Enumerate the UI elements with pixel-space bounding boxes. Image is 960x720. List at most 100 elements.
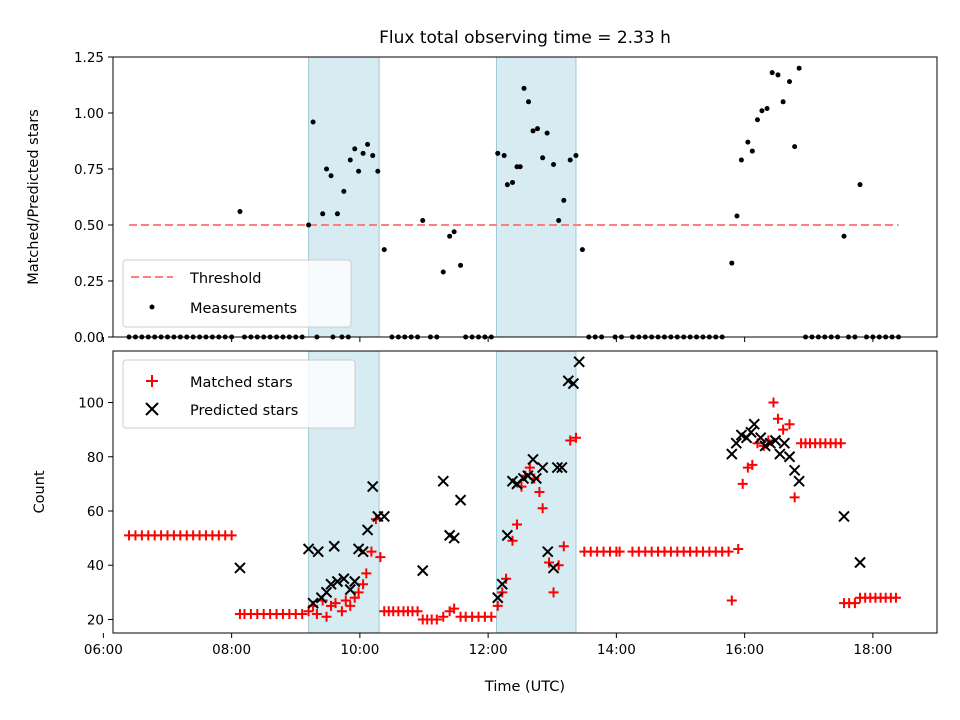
- matched-star-point: [449, 603, 460, 614]
- legend-threshold-label: Threshold: [189, 271, 261, 287]
- measurement-point: [324, 166, 330, 172]
- measurement-point: [729, 260, 735, 266]
- x-tick-label: 06:00: [84, 642, 123, 658]
- measurement-point: [347, 157, 353, 163]
- matched-star-point: [511, 519, 522, 530]
- matched-star-point: [723, 546, 734, 557]
- measurement-point: [738, 157, 744, 163]
- y-tick-label: 0.50: [74, 218, 104, 234]
- matched-star-point: [565, 435, 576, 446]
- matched-star-point: [524, 462, 535, 473]
- predicted-star-point: [542, 545, 554, 558]
- predicted-star-point: [530, 472, 542, 485]
- y-tick-label: 0.00: [74, 330, 104, 346]
- measurement-point: [237, 209, 243, 215]
- predicted-star-point: [783, 451, 796, 463]
- measurement-point: [328, 173, 334, 179]
- predicted-stars-points: [234, 356, 866, 609]
- measurement-point: [775, 72, 781, 78]
- measurement-point: [792, 144, 798, 150]
- bottom-y-ticks: 20 40 60 80 100: [78, 396, 113, 628]
- matched-star-point: [366, 546, 377, 557]
- measurement-point: [579, 247, 585, 253]
- matched-star-point: [789, 492, 800, 503]
- legend-predicted-label: Predicted stars: [190, 403, 298, 419]
- legend-matched-swatch: [146, 375, 158, 387]
- measurement-point: [356, 168, 362, 174]
- y-tick-label: 20: [87, 612, 104, 628]
- shaded-span: [495, 56, 577, 338]
- legend-measurements-swatch: [149, 304, 155, 310]
- measurement-point: [551, 162, 557, 168]
- matched-star-point: [747, 459, 758, 470]
- measurement-point: [530, 128, 536, 134]
- measurement-point: [341, 188, 347, 194]
- predicted-star-point: [778, 437, 791, 449]
- measurement-point: [370, 153, 376, 159]
- matched-star-point: [361, 568, 372, 579]
- predicted-star-point: [730, 437, 742, 449]
- predicted-star-point: [567, 377, 580, 390]
- measurement-point: [420, 218, 426, 224]
- matched-star-point: [486, 611, 497, 622]
- top-axes-frame: [112, 56, 938, 338]
- measurement-point: [556, 218, 562, 224]
- legend-predicted-swatch: [145, 402, 159, 416]
- predicted-star-point: [302, 543, 315, 555]
- predicted-star-point: [748, 418, 760, 430]
- predicted-star-point: [501, 529, 514, 542]
- measurement-point: [769, 70, 775, 76]
- measurement-point: [567, 157, 573, 163]
- matched-star-point: [226, 530, 237, 541]
- chart-title: Flux total observing time = 2.33 h: [379, 28, 671, 48]
- matched-star-point: [570, 432, 581, 443]
- predicted-star-point: [573, 356, 585, 368]
- bottom-axes-frame: [112, 350, 938, 634]
- x-tick-label: 08:00: [212, 642, 251, 658]
- top-legend: Threshold Measurements: [122, 259, 352, 328]
- predicted-star-point: [325, 578, 337, 590]
- measurement-point: [517, 164, 523, 170]
- predicted-star-point: [769, 434, 782, 447]
- matched-star-point: [345, 600, 356, 611]
- measurement-point: [749, 148, 755, 154]
- measurement-point: [759, 108, 765, 114]
- predicted-star-point: [838, 510, 850, 523]
- matched-star-point: [330, 598, 341, 609]
- predicted-star-point: [331, 575, 344, 588]
- predicted-star-point: [527, 453, 539, 466]
- bottom-panel: 20 40 60 80 100 06:00 08:00 10:00 12:00 14:00 16:…: [32, 350, 938, 695]
- measurement-point: [764, 106, 770, 112]
- measurement-point: [509, 179, 515, 185]
- predicted-star-point: [338, 573, 350, 585]
- predicted-star-point: [320, 586, 333, 599]
- predicted-star-point: [726, 448, 738, 460]
- matched-star-point: [311, 609, 322, 620]
- matched-star-point: [336, 606, 347, 617]
- measurement-point: [535, 126, 541, 132]
- x-tick-label: 18:00: [853, 642, 892, 658]
- x-tick-label: 16:00: [725, 642, 764, 658]
- predicted-star-point: [234, 562, 246, 574]
- predicted-star-point: [328, 540, 340, 552]
- predicted-star-point: [349, 575, 361, 588]
- measurement-point: [526, 99, 532, 105]
- measurement-point: [841, 233, 847, 239]
- y-tick-label: 1.00: [74, 106, 104, 122]
- predicted-star-point: [307, 597, 319, 609]
- bottom-legend-box: [122, 359, 356, 429]
- matched-star-point: [558, 541, 569, 552]
- matched-star-point: [353, 587, 364, 598]
- legend-matched-label: Matched stars: [190, 375, 293, 391]
- predicted-star-point: [522, 470, 534, 482]
- predicted-star-point: [793, 475, 805, 487]
- predicted-star-point: [788, 464, 801, 477]
- matched-star-point: [737, 478, 748, 489]
- matched-star-point: [431, 614, 442, 625]
- matched-star-point: [778, 424, 789, 435]
- measurement-point: [495, 150, 501, 156]
- matched-star-point: [835, 438, 846, 449]
- matched-star-point: [733, 543, 744, 554]
- matched-star-point: [438, 611, 449, 622]
- measurement-point: [857, 182, 863, 188]
